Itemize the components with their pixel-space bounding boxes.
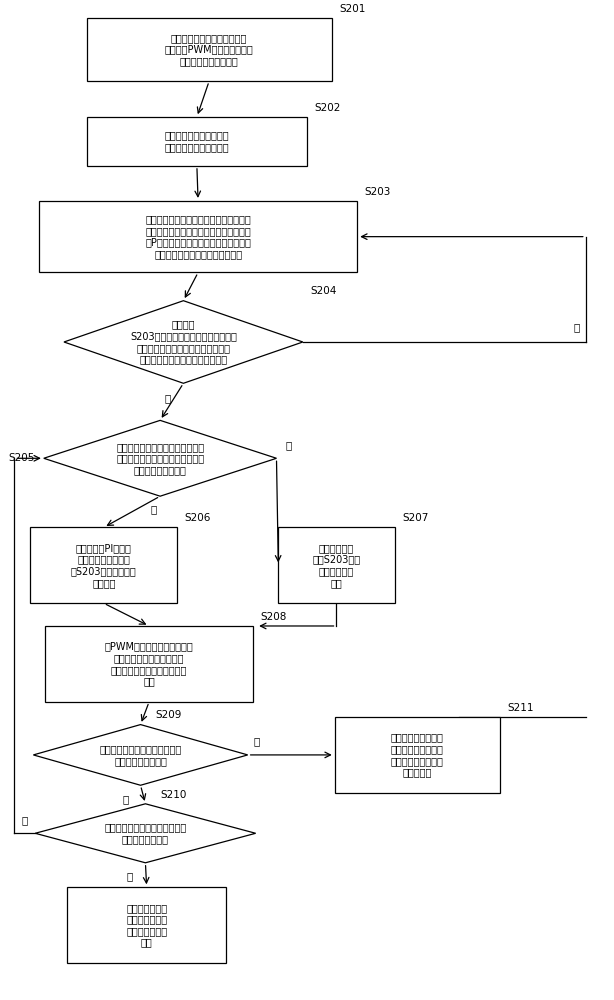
- FancyBboxPatch shape: [335, 717, 500, 793]
- Text: 将当前调节周期下配
置的目标速度更新为
下一调节周期下配置
的目标速度: 将当前调节周期下配 置的目标速度更新为 下一调节周期下配置 的目标速度: [391, 733, 444, 777]
- Polygon shape: [64, 301, 303, 383]
- Text: 结束机器人在当
前的加速运动状
态下的速度调节
操作: 结束机器人在当 前的加速运动状 态下的速度调节 操作: [126, 903, 167, 948]
- Text: 是: 是: [165, 393, 171, 403]
- Text: 判断当前调节周期下配置的目标速
度是否小于所述驱动轮的码盘被允
许读取的最低速度值: 判断当前调节周期下配置的目标速 度是否小于所述驱动轮的码盘被允 许读取的最低速度…: [116, 442, 204, 475]
- Text: 否: 否: [21, 815, 28, 825]
- Polygon shape: [33, 725, 247, 785]
- Text: S208: S208: [260, 612, 287, 622]
- FancyBboxPatch shape: [30, 527, 177, 603]
- Text: 对机器人的驱动轮的当前行走速度与当前
调节周期内配置的目标速度的速度差值进
行P调节，以缩小当前行走速度与当前调
节周期内配置的目标速度的速度差: 对机器人的驱动轮的当前行走速度与当前 调节周期内配置的目标速度的速度差值进 行P…: [145, 214, 251, 259]
- FancyBboxPatch shape: [87, 18, 332, 81]
- Polygon shape: [35, 804, 255, 863]
- Text: S207: S207: [402, 513, 429, 523]
- Text: 是: 是: [127, 871, 133, 881]
- FancyBboxPatch shape: [45, 626, 253, 702]
- Text: 机器人启动运动时，对驱动轮
配置初始PWM信号占空比、调
节周期、最终目标速度: 机器人启动运动时，对驱动轮 配置初始PWM信号占空比、调 节周期、最终目标速度: [165, 33, 254, 66]
- Text: S205: S205: [8, 453, 34, 463]
- Text: S204: S204: [310, 286, 336, 296]
- Text: S203: S203: [365, 187, 391, 197]
- FancyBboxPatch shape: [39, 201, 357, 272]
- Text: 将PWM信号占空比直接输出至
所述驱动轮对应的系统驱动
层，实现机器人的行走速度的
控制: 将PWM信号占空比直接输出至 所述驱动轮对应的系统驱动 层，实现机器人的行走速度…: [105, 642, 193, 686]
- Text: 使用增量式PI调节的
方式，去调节更新步
骤S203更新过的当前
行走速度: 使用增量式PI调节的 方式，去调节更新步 骤S203更新过的当前 行走速度: [71, 543, 137, 588]
- Text: 根据驱动轮的码盘读数确
定出机器人处于加速运动: 根据驱动轮的码盘读数确 定出机器人处于加速运动: [165, 131, 229, 152]
- Text: S210: S210: [161, 790, 187, 800]
- Text: 否: 否: [573, 322, 580, 332]
- FancyBboxPatch shape: [67, 887, 227, 963]
- Text: 判断是否已经完成最后一个调节
调节周期的速度调节: 判断是否已经完成最后一个调节 调节周期的速度调节: [99, 744, 182, 766]
- Text: S201: S201: [339, 4, 365, 14]
- Text: S206: S206: [185, 513, 211, 523]
- Text: 判断所述驱动轮所处的运动行走
状态是否发生改变: 判断所述驱动轮所处的运动行走 状态是否发生改变: [104, 822, 187, 844]
- FancyBboxPatch shape: [278, 527, 395, 603]
- Text: S202: S202: [314, 103, 341, 113]
- Text: S211: S211: [507, 703, 534, 713]
- Text: S209: S209: [156, 710, 182, 720]
- Text: 否: 否: [151, 505, 157, 515]
- Text: 是: 是: [286, 440, 292, 450]
- Text: 是: 是: [122, 794, 128, 804]
- Polygon shape: [44, 420, 276, 496]
- Text: 低速开环调节
步骤S203更新
后的当前行走
速度: 低速开环调节 步骤S203更新 后的当前行走 速度: [313, 543, 360, 588]
- FancyBboxPatch shape: [87, 117, 307, 166]
- Text: 否: 否: [254, 736, 260, 746]
- Text: 判断步骤
S203更新后的当前行走速度与当前调
节周期下配置的目标速度的速度差值
的绝对值是否缩小为系统允许误差: 判断步骤 S203更新后的当前行走速度与当前调 节周期下配置的目标速度的速度差值…: [130, 320, 237, 364]
